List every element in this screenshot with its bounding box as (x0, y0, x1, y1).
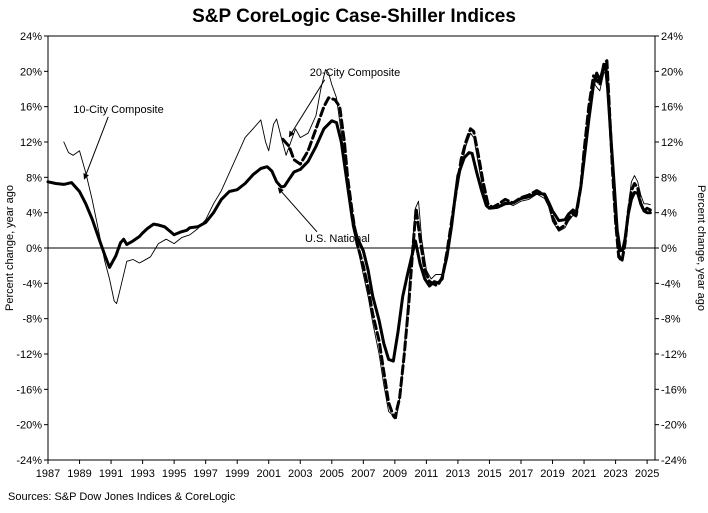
annotation-label: 20-City Composite (310, 67, 400, 79)
annotation-arrow (288, 79, 326, 138)
y-tick-label-right: 20% (661, 66, 683, 78)
y-tick-label-left: 20% (20, 66, 42, 78)
x-tick-label: 1993 (130, 468, 154, 480)
y-tick-label-left: 0% (26, 243, 42, 255)
annotation-arrow (83, 116, 109, 180)
x-tick-label: 1995 (162, 468, 186, 480)
x-tick-label: 2007 (351, 468, 375, 480)
y-tick-label-right: 24% (661, 31, 683, 43)
y-tick-label-right: -12% (661, 349, 687, 361)
x-tick-label: 1989 (67, 468, 91, 480)
x-tick-label: 2011 (415, 468, 439, 480)
y-tick-label-left: -16% (16, 384, 42, 396)
y-tick-label-right: -24% (661, 455, 687, 467)
y-tick-label-right: 0% (661, 243, 677, 255)
x-tick-label: 2023 (603, 468, 627, 480)
x-tick-label: 2015 (477, 468, 501, 480)
x-tick-label: 1999 (225, 468, 249, 480)
annotation-label: 10-City Composite (73, 104, 163, 116)
y-tick-label-left: 4% (26, 208, 42, 220)
y-tick-label-right: 12% (661, 137, 683, 149)
x-tick-label: 2001 (256, 468, 280, 480)
x-tick-label: 2013 (446, 468, 470, 480)
x-tick-label: 2025 (635, 468, 659, 480)
annotation-arrow (277, 187, 318, 233)
y-tick-label-right: 8% (661, 172, 677, 184)
x-tick-label: 2017 (509, 468, 533, 480)
series-line-u-s-national (46, 62, 652, 363)
y-tick-label-left: 16% (20, 102, 42, 114)
y-tick-label-right: -4% (661, 278, 681, 290)
source-note: Sources: S&P Dow Jones Indices & CoreLog… (8, 491, 236, 503)
chart-title: S&P CoreLogic Case-Shiller Indices (192, 6, 516, 27)
x-tick-label: 2009 (383, 468, 407, 480)
x-tick-label: 2003 (288, 468, 312, 480)
annotation-label: U.S. National (305, 233, 370, 245)
x-tick-label: 1991 (99, 468, 123, 480)
y-tick-label-right: 4% (661, 208, 677, 220)
y-axis-title-right: Percent change, year ago (695, 185, 707, 311)
y-axis-title-left: Percent change, year ago (4, 185, 16, 311)
x-tick-label: 1997 (193, 468, 217, 480)
y-tick-label-left: -8% (22, 314, 42, 326)
y-tick-label-right: -20% (661, 420, 687, 432)
y-tick-label-left: -12% (16, 349, 42, 361)
y-tick-label-left: -4% (22, 278, 42, 290)
x-tick-label: 2005 (320, 468, 344, 480)
x-tick-label: 2019 (540, 468, 564, 480)
y-tick-label-left: -24% (16, 455, 42, 467)
y-tick-label-right: -8% (661, 314, 681, 326)
y-tick-label-left: 24% (20, 31, 42, 43)
x-tick-label: 2021 (572, 468, 596, 480)
y-tick-label-left: 12% (20, 137, 42, 149)
y-tick-label-left: -20% (16, 420, 42, 432)
y-tick-label-left: 8% (26, 172, 42, 184)
y-tick-label-right: 16% (661, 102, 683, 114)
x-tick-label: 1987 (36, 468, 60, 480)
y-tick-label-right: -16% (661, 384, 687, 396)
